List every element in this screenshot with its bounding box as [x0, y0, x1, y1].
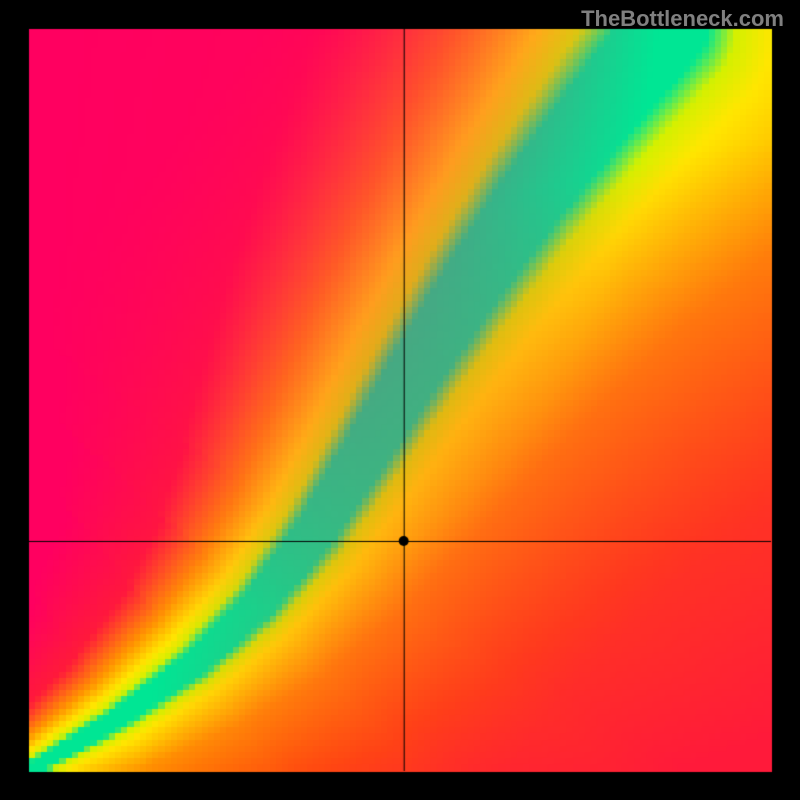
chart-container: TheBottleneck.com — [0, 0, 800, 800]
watermark-text: TheBottleneck.com — [581, 6, 784, 32]
heatmap-canvas — [0, 0, 800, 800]
